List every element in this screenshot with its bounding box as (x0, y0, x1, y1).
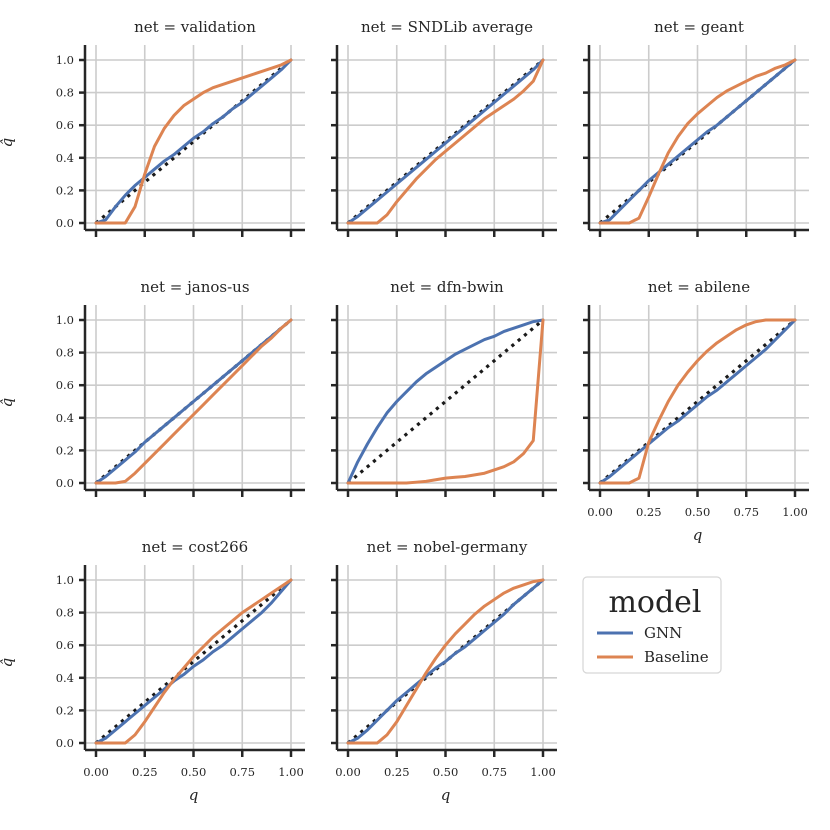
x-tick-label: 0.25 (132, 765, 158, 779)
x-tick-label: 1.00 (782, 505, 808, 519)
panel-5: net = dfn-bwin (331, 278, 557, 497)
series-line-gnn (94, 318, 293, 485)
x-tick-label: 0.50 (433, 765, 459, 779)
y-tick-label: 0.0 (56, 476, 74, 490)
panel-8: net = nobel-germany 0.00 0.25 0.50 0.75 1.00 q (331, 538, 557, 804)
legend-label-gnn: GNN (644, 624, 682, 642)
y-tick-label: 0.6 (56, 118, 74, 132)
series-line-baseline (94, 58, 293, 225)
y-tick-label: 1.0 (56, 53, 74, 67)
y-tick-label: 0.0 (56, 216, 74, 230)
series-line-gnn (346, 58, 545, 225)
y-axis-label: q̂ (0, 138, 16, 148)
series-line-gnn (346, 578, 545, 745)
panel-title: net = cost266 (142, 538, 248, 556)
panel-title: net = validation (134, 18, 256, 36)
x-axis-label: q (441, 786, 451, 804)
y-axis-label: q̂ (0, 658, 16, 668)
x-tick-label: 0.75 (229, 765, 255, 779)
x-tick-label: 0.25 (636, 505, 662, 519)
y-tick-label: 0.8 (56, 606, 74, 620)
grid (337, 45, 557, 230)
y-tick-label: 0.8 (56, 86, 74, 100)
series-line-gnn (94, 58, 293, 225)
y-axis-label: q̂ (0, 398, 16, 408)
series-line-baseline (346, 578, 545, 745)
y-tick-label: 1.0 (56, 313, 74, 327)
reference-line (346, 318, 545, 485)
y-tick-label: 0.2 (56, 703, 74, 717)
y-tick-label: 0.6 (56, 378, 74, 392)
x-tick-label: 0.00 (83, 765, 109, 779)
y-tick-label: 1.0 (56, 573, 74, 587)
x-axis-label: q (693, 526, 703, 544)
x-tick-label: 1.00 (278, 765, 304, 779)
series-line-baseline (346, 318, 545, 485)
panels: net = validation0.00.20.40.60.81.0q̂net … (0, 18, 809, 804)
y-tick-label: 0.4 (56, 151, 74, 165)
x-axis-label: q (189, 786, 199, 804)
legend-box (582, 576, 722, 674)
y-tick-label: 0.2 (56, 443, 74, 457)
panel-title: net = abilene (648, 278, 750, 296)
panel-2: net = SNDLib average (331, 18, 557, 237)
reference-line (94, 58, 293, 225)
x-tick-label: 0.25 (384, 765, 410, 779)
panel-1: net = validation 0.0 0.2 0.4 0.6 0.8 1.0 q̂ (0, 18, 305, 237)
legend: model GNN Baseline (582, 576, 722, 674)
series-line-baseline (346, 58, 545, 225)
series-line-baseline (94, 318, 293, 485)
y-tick-label: 0.8 (56, 346, 74, 360)
series-line-gnn (94, 578, 293, 745)
y-tick-label: 0.4 (56, 411, 74, 425)
series-line-gnn (598, 58, 797, 225)
panel-6: net = abilene 0.00 0.25 0.50 0.75 1.00 q (583, 278, 809, 544)
series-line-gnn (346, 318, 545, 485)
legend-title: model (608, 585, 701, 620)
panel-4: net = janos-us 0.0 0.2 0.4 0.6 0.8 1.0 q̂ (0, 278, 305, 497)
panel-7: net = cost266 0.0 0.2 0.4 0.6 0.8 1.0 0.00 0.25 0… (0, 538, 305, 804)
y-tick-label: 0.2 (56, 183, 74, 197)
grid (589, 45, 809, 230)
x-tick-label: 0.75 (733, 505, 759, 519)
series-line-baseline (94, 578, 293, 745)
y-tick-label: 0.0 (56, 736, 74, 750)
panel-title: net = SNDLib average (361, 18, 533, 36)
y-tick-label: 0.4 (56, 671, 74, 685)
grid (85, 305, 305, 490)
x-tick-label: 0.75 (481, 765, 507, 779)
panel-title: net = dfn-bwin (390, 278, 504, 296)
grid (337, 565, 557, 750)
x-tick-label: 0.50 (181, 765, 207, 779)
reference-line (94, 578, 293, 745)
y-tick-label: 0.6 (56, 638, 74, 652)
x-tick-label: 0.50 (685, 505, 711, 519)
panel-title: net = janos-us (140, 278, 249, 296)
series-line-baseline (598, 318, 797, 485)
panel-title: net = nobel-germany (367, 538, 528, 556)
grid (589, 305, 809, 490)
grid (337, 305, 557, 490)
series-line-baseline (598, 58, 797, 225)
series-line-gnn (598, 318, 797, 485)
panel-3: net = geant (583, 18, 809, 237)
legend-label-baseline: Baseline (644, 648, 709, 666)
x-tick-label: 0.00 (587, 505, 613, 519)
x-tick-label: 0.00 (335, 765, 361, 779)
panel-title: net = geant (654, 18, 744, 36)
x-tick-label: 1.00 (530, 765, 556, 779)
